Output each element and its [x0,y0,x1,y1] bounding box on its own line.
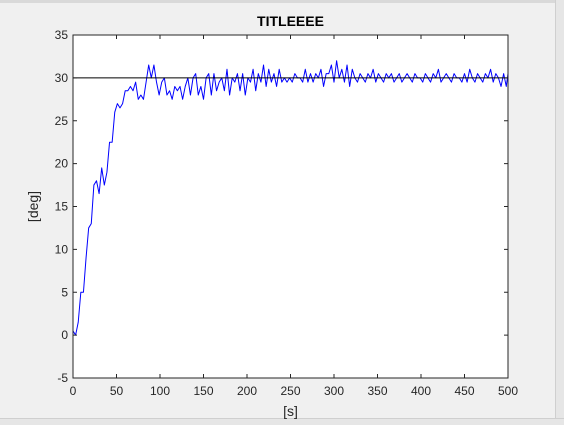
window-top-border [0,0,564,3]
y-tick-label: 0 [61,328,68,342]
signal-line [72,60,509,336]
x-tick-label: 450 [454,384,474,398]
x-tick-label: 150 [193,384,213,398]
chart-figure: 0 50 100 150 200 250 300 350 400 450 500 -50510152… [25,13,518,419]
y-tick-label: 15 [55,200,69,214]
x-tick-label: 0 [70,384,77,398]
series-layer [72,60,509,336]
x-tick-label: 200 [237,384,257,398]
y-axis-label: [deg] [25,191,41,222]
horizontal-scrollbar[interactable] [0,418,564,425]
vertical-scrollbar[interactable] [555,0,564,425]
x-tick-label: 300 [324,384,344,398]
x-tick-label: 100 [150,384,170,398]
x-tick-label: 350 [367,384,387,398]
y-tick-label: -5 [57,371,68,385]
y-tick-label: 20 [55,157,69,171]
x-axis-label: [s] [283,403,298,419]
y-tick-label: 30 [55,71,69,85]
plot-area [73,35,508,378]
x-tick-label: 400 [411,384,431,398]
x-tick-label: 500 [498,384,518,398]
x-tick-label: 50 [110,384,124,398]
chart-title: TITLEEEE [257,13,324,29]
y-axis-ticks: -5 0 5 10 15 20 25 30 35 [55,28,508,385]
y-tick-label: 25 [55,114,69,128]
x-axis-ticks: 0 50 100 150 200 250 300 350 400 450 500 [70,35,518,398]
y-tick-label: 5 [61,285,68,299]
y-tick-label: 10 [55,242,69,256]
x-tick-label: 250 [280,384,300,398]
y-tick-label: 35 [55,28,69,42]
